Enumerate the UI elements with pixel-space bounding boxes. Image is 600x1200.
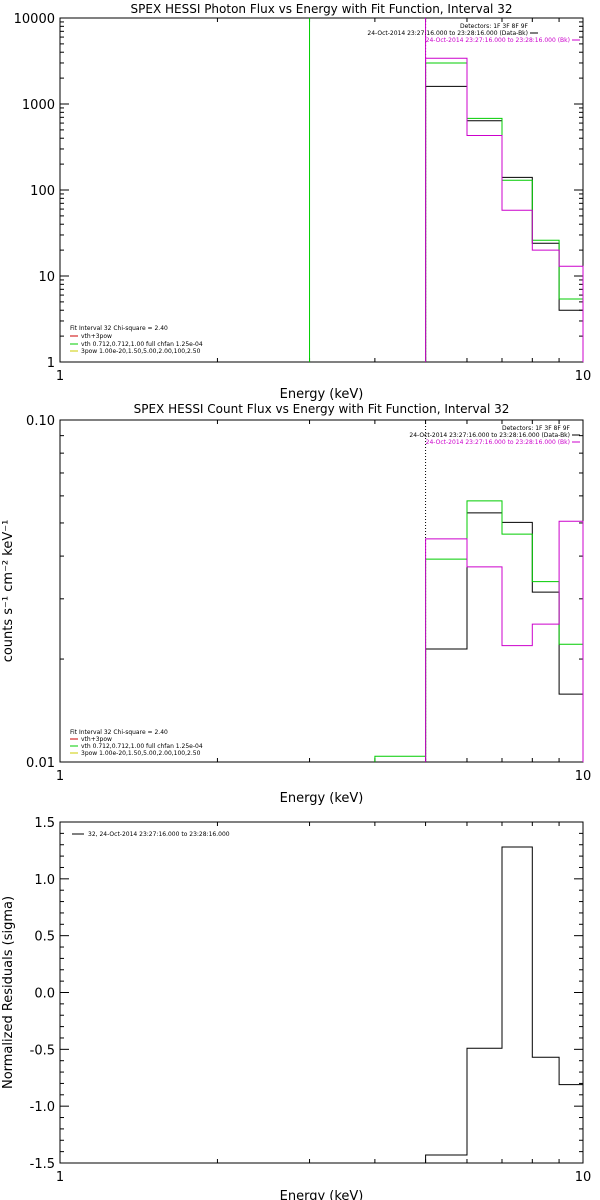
plot-frame <box>59 17 584 363</box>
series-step-line <box>425 62 584 362</box>
series-step-line <box>425 85 584 362</box>
panel-1: SPEX HESSI Photon Flux vs Energy with Fi… <box>14 2 592 402</box>
y-tick-label: 100 <box>30 184 55 199</box>
legend-entry: vth+3pow <box>81 736 112 743</box>
legend-entry: Fit Interval 32 Chi-square = 2.40 <box>70 325 168 332</box>
y-tick-label: 1.5 <box>34 816 55 831</box>
y-tick-label: 0.10 <box>26 414 55 429</box>
legend-entry: 24-Oct-2014 23:27:16.000 to 23:28:16.000… <box>367 30 528 37</box>
series-step-line <box>425 846 584 1163</box>
legend-entry: 24-Oct-2014 23:27:16.000 to 23:28:16.000… <box>426 37 570 44</box>
series-step-line <box>425 520 584 762</box>
y-tick-label: 0.01 <box>26 756 55 771</box>
series-step-line <box>425 512 584 762</box>
legend-entry: Fit Interval 32 Chi-square = 2.40 <box>70 729 168 736</box>
x-tick-label: 10 <box>575 369 592 384</box>
plot-frame <box>59 419 584 763</box>
chart-title: SPEX HESSI Photon Flux vs Energy with Fi… <box>131 2 513 16</box>
y-tick-label: 0.0 <box>34 987 55 1002</box>
x-tick-label: 1 <box>56 1170 64 1185</box>
y-tick-label: -1.5 <box>30 1157 55 1172</box>
y-tick-label: 1.0 <box>34 873 55 888</box>
y-tick-label: 0.5 <box>34 930 55 945</box>
legend-entry: vth 0.712,0.712,1.00 full chfan 1.25e-04 <box>81 341 203 348</box>
y-tick-label: 1 <box>47 356 55 371</box>
x-tick-label: 10 <box>575 769 592 784</box>
y-tick-label: -1.0 <box>30 1100 55 1115</box>
legend-entry: vth 0.712,0.712,1.00 full chfan 1.25e-04 <box>81 743 203 750</box>
x-axis-label: Energy (keV) <box>280 387 364 402</box>
plot-frame <box>59 821 584 1164</box>
legend-entry: 32, 24-Oct-2014 23:27:16.000 to 23:28:16… <box>88 831 230 838</box>
x-tick-label: 10 <box>575 1170 592 1185</box>
panel-2: SPEX HESSI Count Flux vs Energy with Fit… <box>1 402 591 806</box>
legend-entry: 24-Oct-2014 23:27:16.000 to 23:28:16.000… <box>426 439 570 446</box>
y-tick-label: 1000 <box>22 98 55 113</box>
legend-entry: 3pow 1.00e-20,1.50,5.00,2.00,100,2.50 <box>81 750 201 757</box>
series-step-line <box>425 57 584 362</box>
y-tick-label: 10000 <box>14 12 55 27</box>
legend-entry: 3pow 1.00e-20,1.50,5.00,2.00,100,2.50 <box>81 348 201 355</box>
chart-title: SPEX HESSI Count Flux vs Energy with Fit… <box>134 402 510 416</box>
series-step-line <box>374 500 584 762</box>
legend-entry: Detectors: 1F 3F 8F 9F <box>460 23 529 30</box>
x-tick-label: 1 <box>56 769 64 784</box>
legend-entry: vth+3pow <box>81 333 112 340</box>
x-tick-label: 1 <box>56 369 64 384</box>
legend-entry: Detectors: 1F 3F 8F 9F <box>502 425 571 432</box>
x-axis-label: Energy (keV) <box>280 791 364 806</box>
y-axis-label: Normalized Residuals (sigma) <box>1 896 16 1089</box>
y-tick-label: 10 <box>38 270 55 285</box>
x-axis-label: Energy (keV) <box>280 1189 364 1200</box>
legend-entry: 24-Oct-2014 23:27:16.000 to 23:28:16.000… <box>409 432 570 439</box>
y-axis-label: counts s⁻¹ cm⁻² keV⁻¹ <box>1 520 16 663</box>
y-tick-label: -0.5 <box>30 1043 55 1058</box>
panel-3: Energy (keV) Normalized Residuals (sigma)… <box>1 816 591 1200</box>
